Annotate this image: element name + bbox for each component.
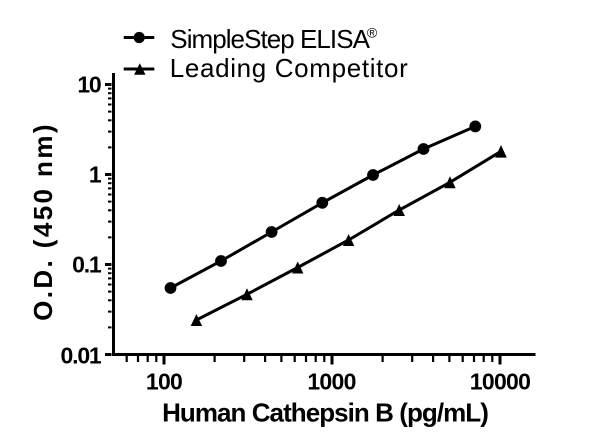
svg-text:0.01: 0.01 (61, 343, 102, 369)
svg-text:1000: 1000 (307, 368, 355, 394)
svg-text:10: 10 (77, 72, 101, 98)
svg-text:0.1: 0.1 (72, 252, 102, 278)
svg-text:SimpleStep ELISA: SimpleStep ELISA (170, 24, 370, 54)
svg-text:1: 1 (89, 161, 102, 187)
svg-text:O.D. (450 nm): O.D. (450 nm) (28, 122, 58, 321)
svg-text:®: ® (367, 24, 378, 40)
svg-text:Leading Competitor: Leading Competitor (170, 53, 409, 83)
svg-text:10000: 10000 (470, 368, 530, 394)
svg-text:Human Cathepsin B (pg/mL): Human Cathepsin B (pg/mL) (162, 398, 488, 428)
svg-text:100: 100 (146, 368, 182, 394)
